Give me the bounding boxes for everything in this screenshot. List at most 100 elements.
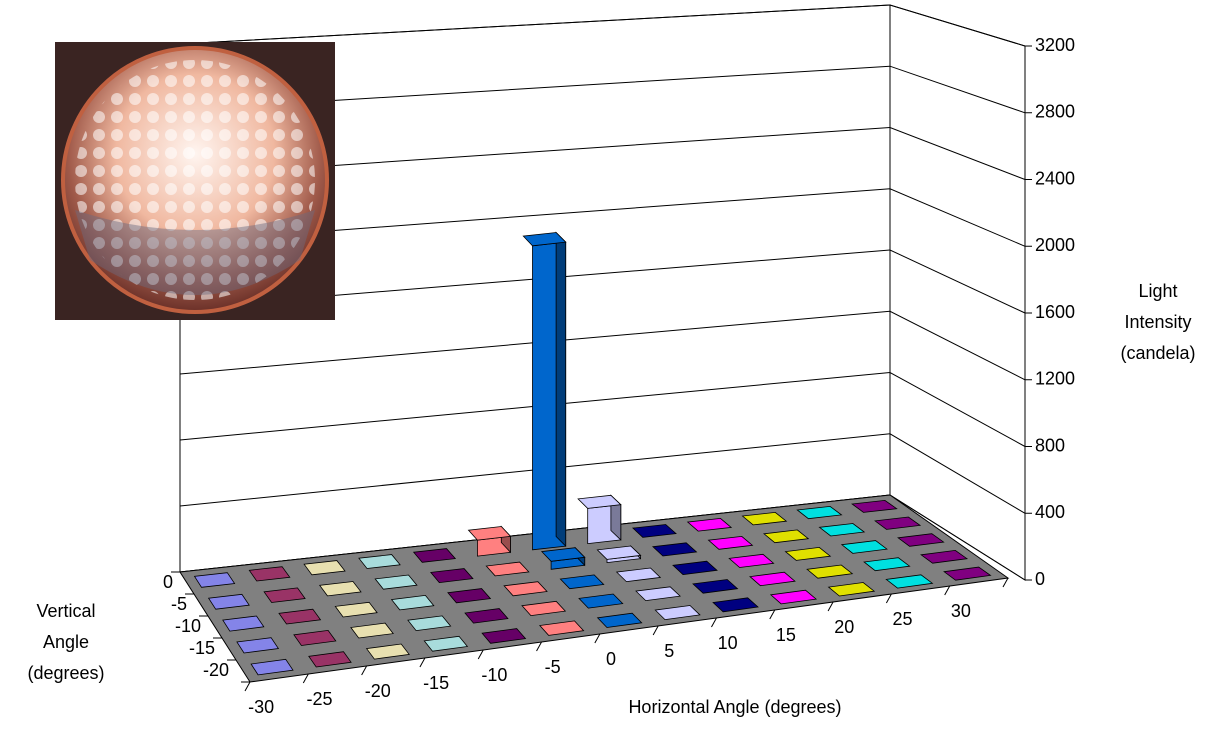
bar-top [222,615,265,632]
x-tick-label: -20 [365,681,391,701]
bar [540,546,586,570]
depth-tick-label: -20 [203,660,229,680]
bar-side [555,231,567,548]
bar-top [467,526,512,541]
z-tick-label: 1200 [1035,369,1075,389]
grid-line [179,433,1026,514]
bar [412,548,457,563]
x-tick [1002,577,1009,588]
bar [464,608,509,624]
bar [222,615,265,632]
depth-tick-label: -15 [189,638,215,658]
grid-line [179,249,1026,314]
led-photo [55,42,335,320]
z-tick-label: 400 [1035,502,1065,522]
bar-top [920,549,969,564]
bar-top [358,554,401,569]
depth-axis-label: Vertical [36,601,95,621]
bar-top [578,593,624,609]
bar [365,643,410,660]
x-tick [594,633,601,644]
bar [943,566,992,581]
bar [263,587,306,603]
x-tick [885,593,892,604]
bar-top [885,574,934,589]
x-tick-label: -30 [248,697,274,717]
bar [827,582,876,597]
bar-top [308,651,352,668]
bar [749,571,796,587]
x-tick [477,649,484,660]
x-axis-label: Horizontal Angle (degrees) [628,697,841,717]
bar-top [423,635,469,652]
bar-top [596,545,642,560]
bar-top [236,637,280,654]
bar-top [577,494,622,509]
grid-line [179,371,1026,447]
bar [654,605,701,621]
bar [863,557,911,572]
depth-axis-label: (degrees) [27,663,104,683]
bar-top [692,579,739,594]
x-tick-label: -10 [481,665,507,685]
bar-top [651,542,698,557]
bar [559,574,605,590]
bar-top [840,540,888,554]
x-tick-label: -25 [306,689,332,709]
x-tick-label: 0 [606,649,616,669]
bar [651,542,698,557]
z-tick-label: 2400 [1035,168,1075,188]
bar-top [635,586,681,602]
bar [278,608,322,625]
chart-floor [171,494,1010,692]
bar-top [540,547,586,562]
bar-top [263,587,306,603]
bar [248,566,291,582]
grid-line [179,126,1026,180]
x-tick-label: -15 [423,673,449,693]
bar [897,533,945,547]
bar-top [784,546,832,561]
z-tick-label: 1600 [1035,302,1075,322]
bar [467,525,512,557]
z-tick-label: 800 [1035,435,1065,455]
x-tick [827,601,834,612]
bar [631,524,677,538]
bar-top [874,516,922,530]
x-tick [711,617,717,628]
x-tick-label: -5 [545,657,561,677]
bar [236,637,280,654]
grid-line [179,310,1026,381]
x-tick-label: 10 [718,633,738,653]
bar-top [654,605,701,621]
z-tick-label: 0 [1035,569,1045,589]
bar-top [763,529,810,544]
bar [447,588,492,604]
bar [374,574,418,590]
bar [635,586,681,602]
z-tick-label: 3200 [1035,35,1075,55]
bar [334,601,378,618]
z-axis-label: Intensity [1124,312,1191,332]
bar-top [897,533,945,547]
bar [840,540,888,554]
bar [193,572,236,588]
bar-top [193,572,236,588]
bar [874,516,922,530]
bar-top [464,608,509,624]
bar-top [207,593,250,610]
bar [293,629,337,646]
bar [851,499,898,513]
bar [207,593,250,610]
bar-top [522,232,567,247]
bar [885,574,934,589]
bar-top [943,566,992,581]
bar [521,600,567,617]
bar-top [749,571,796,587]
bar [303,560,346,576]
bar-top [538,620,585,636]
grid-line [179,188,1026,247]
bar-top [672,560,718,576]
bar [578,593,624,609]
bar-top [806,564,854,579]
